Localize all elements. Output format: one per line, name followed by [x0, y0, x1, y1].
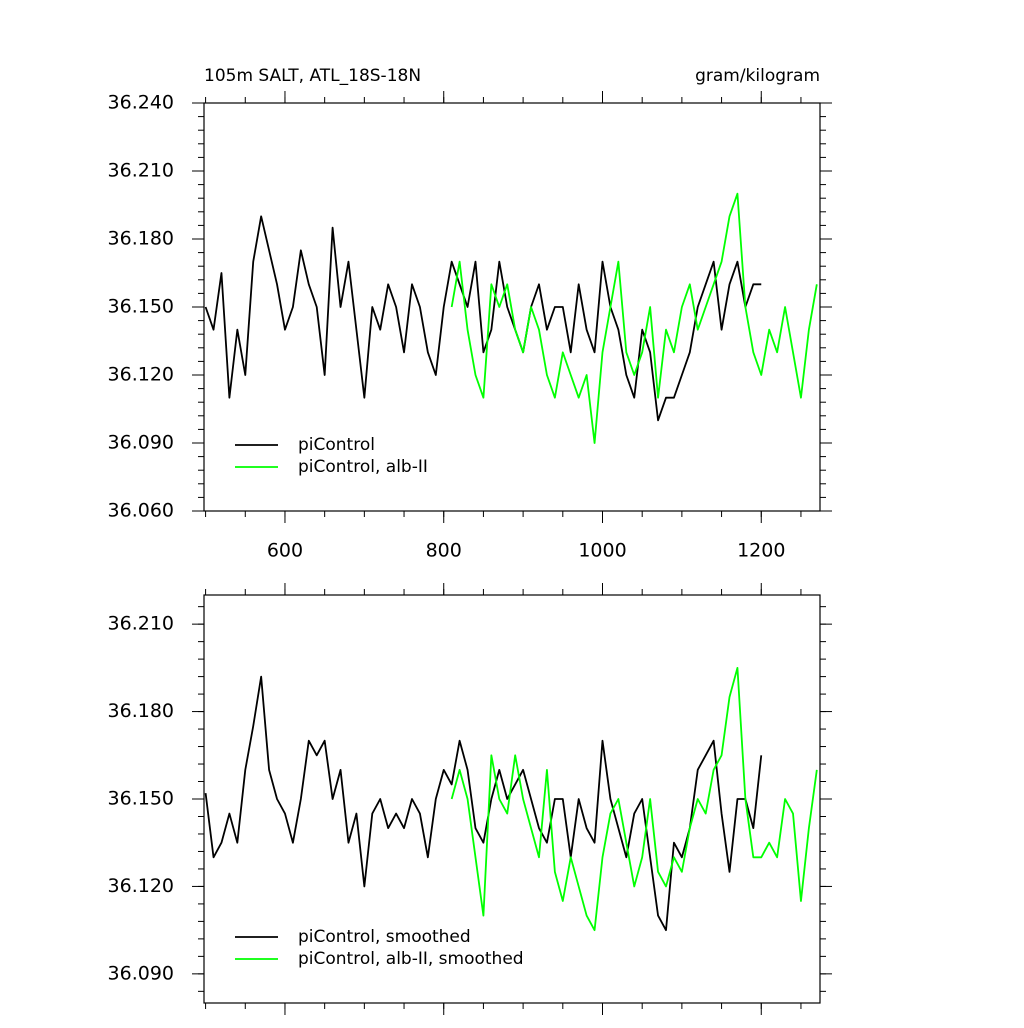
y-tick-label: 36.150	[108, 296, 174, 318]
data-line	[450, 192, 818, 444]
plot-frame	[203, 594, 821, 1004]
y-tick-label: 36.180	[108, 228, 174, 250]
data-line	[204, 215, 762, 422]
x-tick-label: 600	[267, 540, 303, 562]
y-tick-label: 36.120	[108, 364, 174, 386]
y-tick-label: 36.210	[108, 160, 174, 182]
y-tick-label: 36.090	[108, 962, 174, 984]
chart-title: 105m SALT, ATL_18S-18N	[204, 66, 421, 86]
legend-label: piControl, alb-II	[298, 457, 428, 477]
y-tick-label: 36.240	[108, 92, 174, 114]
legend-label: piControl, smoothed	[298, 927, 471, 947]
y-tick-label: 36.060	[108, 500, 174, 522]
y-tick-label: 36.210	[108, 613, 174, 635]
units-label: gram/kilogram	[695, 66, 820, 86]
data-line	[204, 675, 763, 932]
legend-label: piControl	[298, 435, 375, 455]
y-tick-label: 36.150	[108, 788, 174, 810]
legend-label: piControl, alb-II, smoothed	[298, 949, 524, 969]
y-tick-label: 36.090	[108, 432, 174, 454]
x-tick-label: 1200	[737, 540, 785, 562]
plot-frame	[203, 102, 821, 512]
x-tick-label: 1000	[578, 540, 626, 562]
x-tick-label: 800	[426, 540, 462, 562]
y-tick-label: 36.180	[108, 700, 174, 722]
data-line	[450, 666, 818, 932]
y-tick-label: 36.120	[108, 875, 174, 897]
